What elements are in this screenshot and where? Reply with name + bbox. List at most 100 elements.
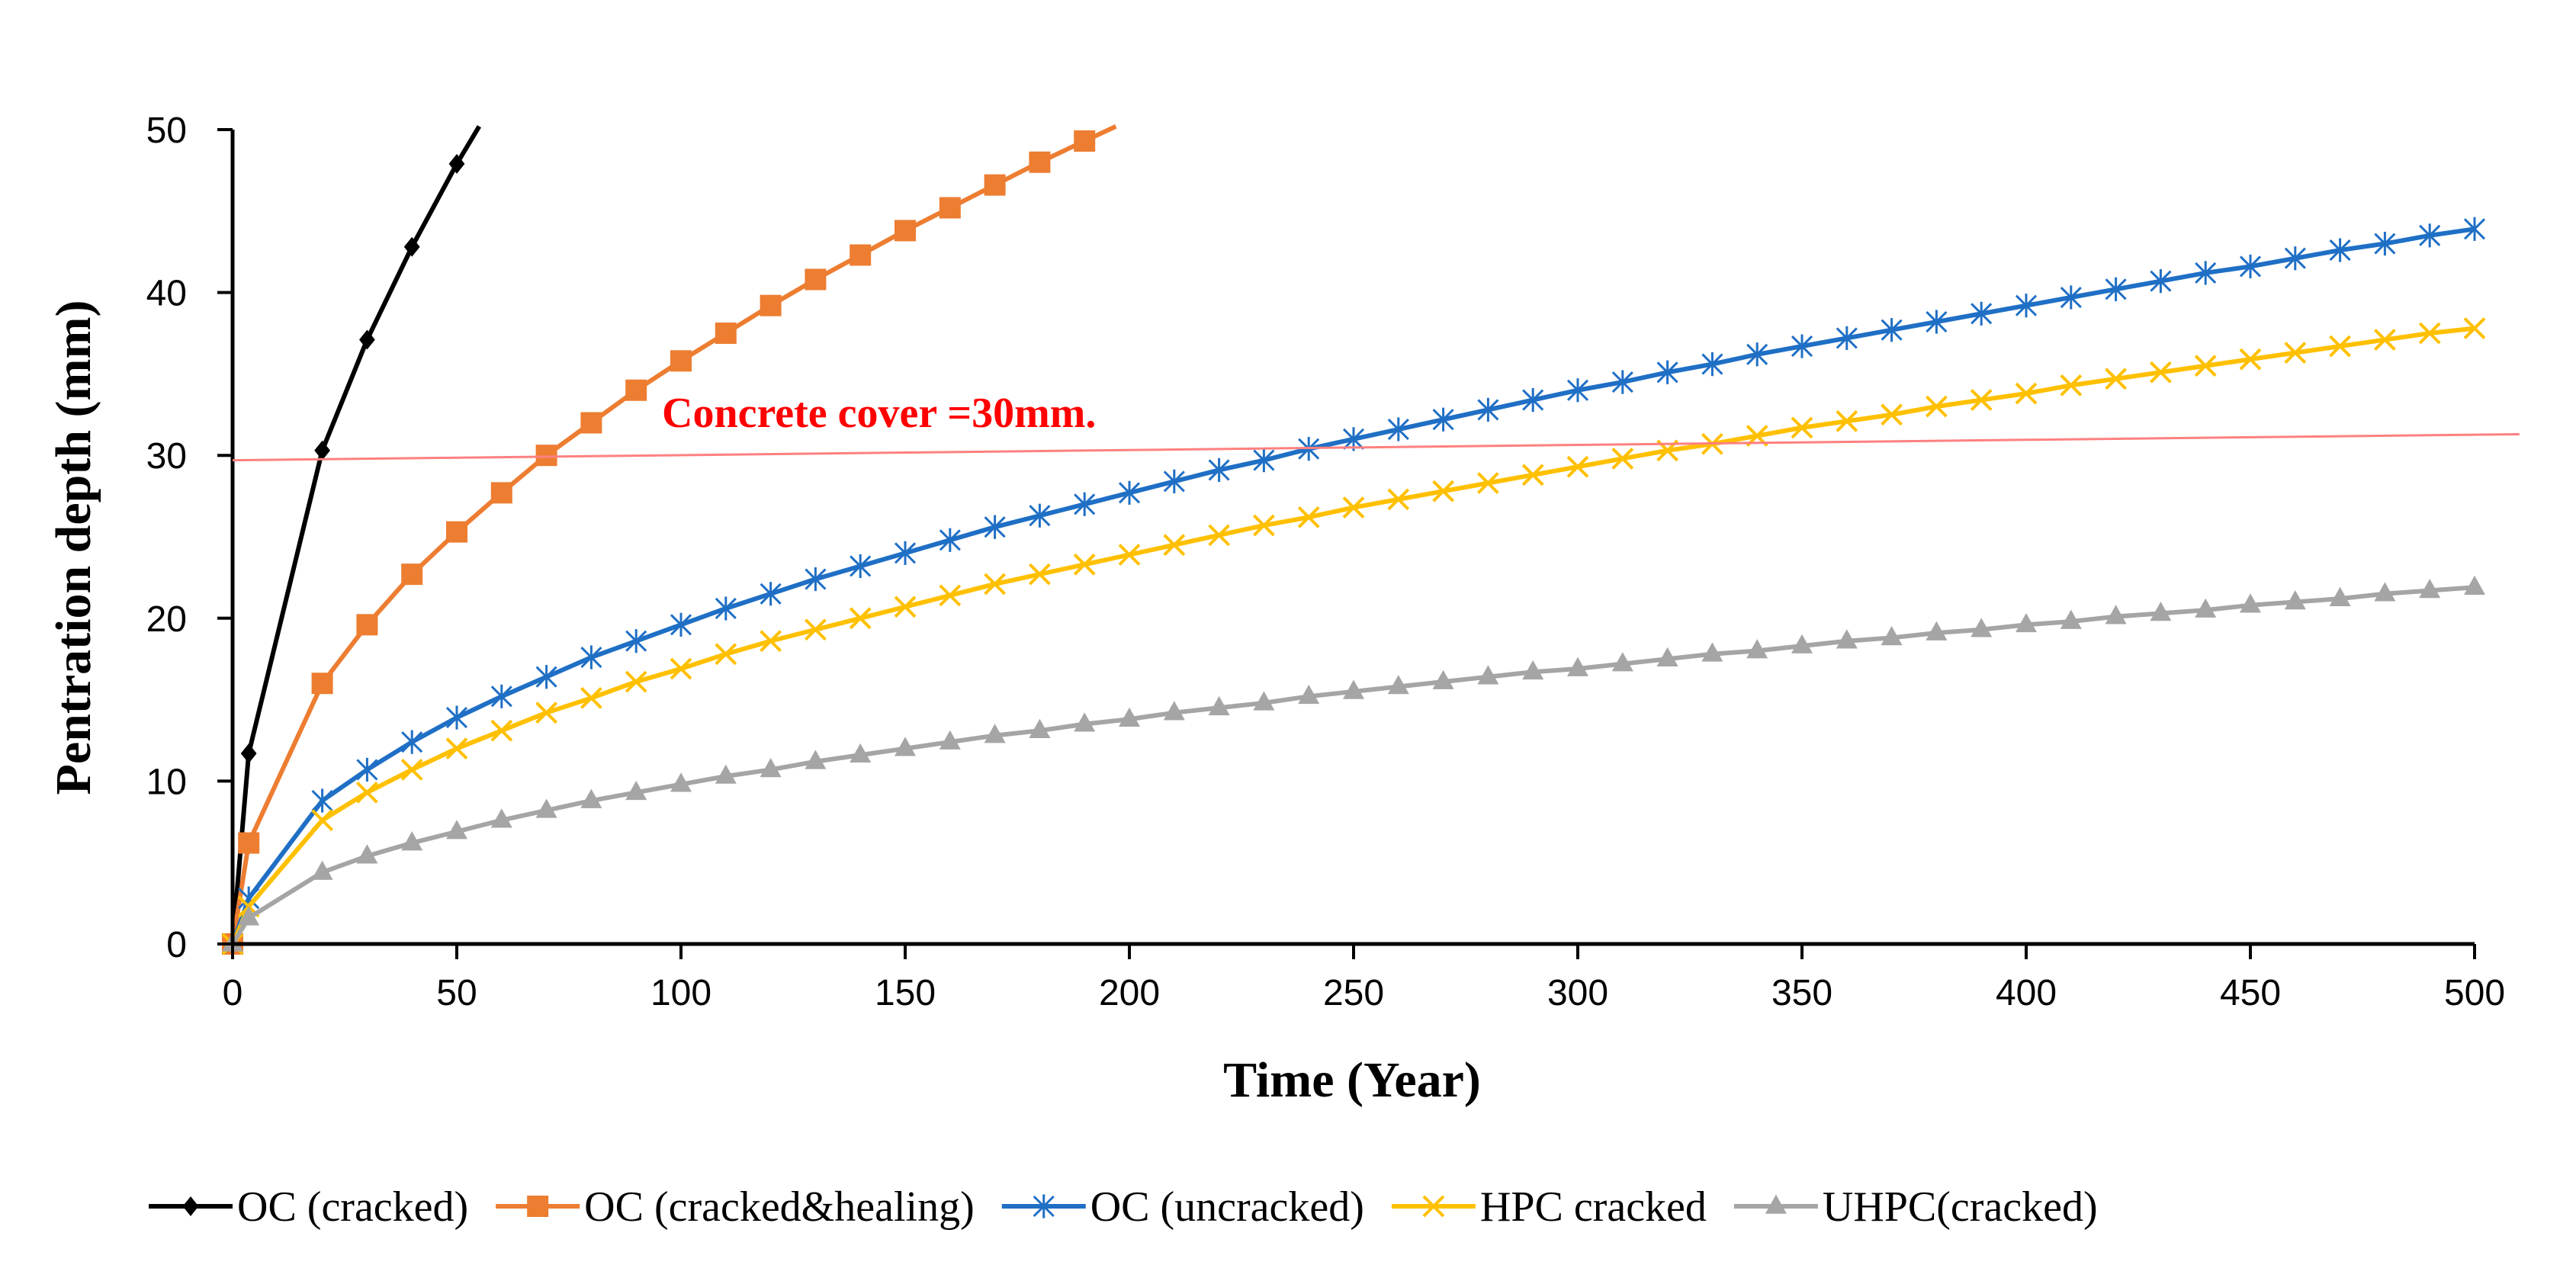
data-point-x bbox=[2284, 342, 2307, 364]
data-point-x bbox=[355, 781, 378, 804]
data-point-triangle bbox=[1343, 679, 1364, 699]
data-point-square bbox=[238, 832, 260, 854]
data-point-star bbox=[580, 645, 602, 669]
data-point-triangle bbox=[1836, 629, 1858, 649]
legend-item-oc-cracked: OC (cracked) bbox=[149, 1183, 468, 1231]
data-point-star bbox=[715, 596, 737, 621]
data-point-x bbox=[894, 596, 917, 618]
data-point-star bbox=[984, 515, 1006, 539]
data-point-star bbox=[2105, 277, 2127, 301]
data-point-x bbox=[670, 657, 692, 680]
data-point-x bbox=[1387, 488, 1410, 511]
data-point-x-stroke bbox=[1881, 403, 1903, 426]
data-point-x bbox=[445, 737, 468, 760]
data-point-star bbox=[939, 528, 961, 552]
data-point-triangle bbox=[850, 743, 872, 763]
data-point-x-stroke bbox=[804, 618, 827, 641]
data-point-square bbox=[670, 350, 692, 372]
data-point-x bbox=[1163, 534, 1186, 557]
data-point-x-stroke bbox=[490, 719, 513, 742]
data-point-x-stroke bbox=[1118, 544, 1141, 566]
data-point-square bbox=[311, 673, 333, 695]
series-line bbox=[230, 585, 2475, 946]
legend-item-oc-uncracked: OC (uncracked) bbox=[1001, 1183, 1364, 1231]
data-point-star bbox=[445, 705, 468, 730]
data-point-x bbox=[1476, 472, 1499, 494]
series-oc-uncracked bbox=[221, 217, 2486, 956]
data-point-star bbox=[401, 730, 423, 754]
data-point-triangle bbox=[2105, 605, 2127, 624]
series-line bbox=[230, 124, 1117, 945]
data-point-x-stroke bbox=[1791, 416, 1813, 439]
data-point-x bbox=[625, 670, 647, 693]
concrete-cover-label: Concrete cover =30mm. bbox=[662, 390, 1096, 437]
data-point-diamond bbox=[314, 440, 330, 461]
data-point-x-stroke bbox=[1611, 448, 1634, 470]
data-point-triangle bbox=[2240, 593, 2261, 613]
data-point-square bbox=[446, 521, 467, 543]
data-point-star bbox=[760, 582, 782, 606]
data-point-x-stroke bbox=[894, 596, 917, 618]
data-point-star bbox=[1791, 334, 1813, 358]
data-point-triangle bbox=[2419, 579, 2441, 599]
data-point-x-stroke bbox=[2060, 374, 2083, 396]
y-tick-label: 40 bbox=[146, 274, 187, 314]
data-point-x bbox=[804, 618, 827, 641]
data-point-x bbox=[1432, 480, 1455, 502]
data-point-triangle bbox=[1746, 639, 1768, 659]
data-point-triangle bbox=[2374, 582, 2396, 602]
data-point-star bbox=[2195, 261, 2217, 285]
data-point-x-stroke bbox=[1073, 553, 1096, 576]
data-point-triangle bbox=[805, 750, 827, 769]
y-tick-label: 20 bbox=[146, 599, 187, 640]
legend-item-uhpc-cracked: UHPC(cracked) bbox=[1733, 1183, 2098, 1231]
data-point-square bbox=[490, 482, 512, 504]
data-point-star bbox=[1033, 1194, 1055, 1218]
data-point-star bbox=[2374, 231, 2396, 256]
data-point-triangle bbox=[1881, 626, 1903, 646]
concrete-cover-line bbox=[232, 432, 2520, 462]
x-tick-label: 50 bbox=[436, 973, 477, 1013]
series-line bbox=[230, 226, 2475, 946]
data-point-x bbox=[2329, 335, 2352, 358]
data-point-star bbox=[1836, 326, 1858, 351]
data-point-x-stroke bbox=[625, 670, 647, 693]
data-point-x-stroke bbox=[715, 643, 737, 666]
series-line bbox=[230, 125, 481, 945]
data-point-triangle bbox=[1119, 707, 1140, 727]
legend-label: OC (cracked&healing) bbox=[584, 1183, 975, 1231]
data-point-square bbox=[356, 614, 378, 636]
data-point-star bbox=[1432, 407, 1454, 432]
data-point-x-stroke bbox=[1566, 455, 1589, 478]
data-point-x bbox=[849, 607, 872, 630]
data-point-triangle bbox=[2016, 612, 2037, 633]
data-point-x bbox=[400, 759, 423, 781]
data-point-square bbox=[527, 1196, 549, 1217]
data-point-triangle bbox=[715, 764, 737, 784]
data-point-triangle bbox=[490, 808, 512, 828]
data-point-triangle bbox=[238, 906, 260, 926]
data-point-x-stroke bbox=[939, 584, 962, 607]
data-point-x-stroke bbox=[1476, 472, 1499, 494]
data-point-triangle bbox=[939, 730, 961, 750]
data-point-triangle bbox=[401, 831, 423, 851]
data-point-star bbox=[1611, 370, 1633, 394]
data-point-diamond bbox=[182, 1196, 199, 1216]
data-point-x bbox=[2149, 361, 2172, 384]
data-point-triangle bbox=[1477, 665, 1499, 685]
data-point-triangle bbox=[1387, 675, 1409, 695]
data-point-star bbox=[2060, 285, 2082, 310]
data-point-square bbox=[805, 268, 827, 291]
legend-label: OC (cracked) bbox=[237, 1183, 468, 1231]
data-point-star bbox=[1656, 360, 1678, 384]
data-point-star bbox=[311, 788, 333, 813]
x-tick-label: 500 bbox=[2444, 973, 2505, 1013]
data-point-star bbox=[1566, 378, 1589, 403]
data-point-triangle bbox=[1298, 684, 1320, 705]
data-point-x-stroke bbox=[2149, 361, 2172, 384]
data-point-x-stroke bbox=[355, 781, 378, 804]
x-tick-label: 300 bbox=[1547, 973, 1608, 1013]
data-point-star bbox=[2284, 246, 2306, 271]
data-point-x-stroke bbox=[1252, 514, 1275, 537]
